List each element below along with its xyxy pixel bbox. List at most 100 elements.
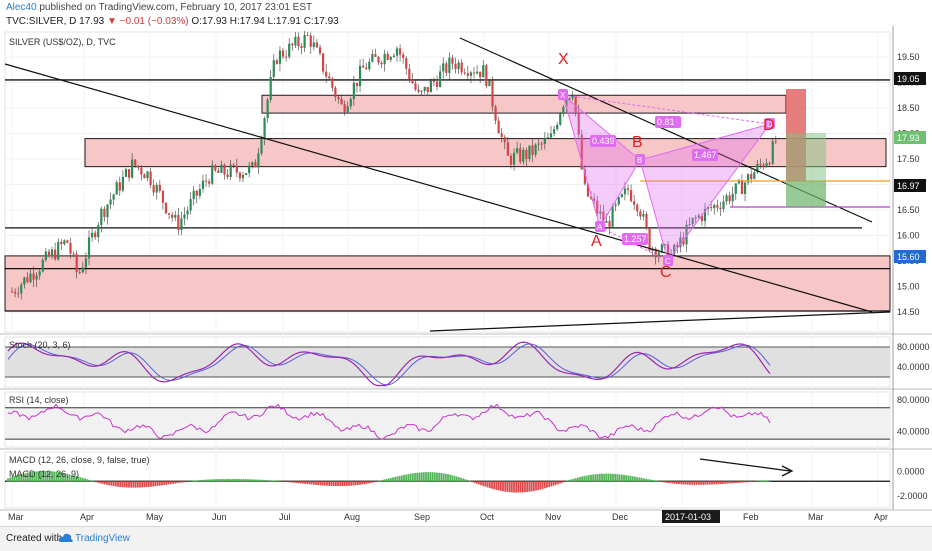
- candle-body: [546, 137, 550, 139]
- macd-histogram-bar: [229, 478, 232, 482]
- candle-body: [84, 258, 88, 268]
- macd-histogram-bar: [420, 472, 423, 482]
- candle-body: [423, 87, 426, 91]
- candle-body: [506, 142, 509, 156]
- macd-histogram-bar: [473, 481, 476, 483]
- candle-body: [737, 180, 740, 184]
- price-change: ▼ −0.01 (−0.03%): [106, 16, 189, 27]
- macd-histogram-bar: [112, 481, 115, 487]
- macd-histogram-bar: [18, 474, 20, 482]
- macd-histogram-bar: [218, 479, 221, 482]
- candle-body: [54, 249, 57, 260]
- date-tick-label: Oct: [480, 512, 495, 522]
- pattern-ratio-box: [655, 116, 681, 128]
- candle-body: [137, 165, 140, 168]
- pattern-point-label: C: [660, 264, 672, 281]
- candle-body: [611, 205, 614, 227]
- macd-histogram-bar: [253, 479, 256, 482]
- candle-body: [223, 164, 226, 175]
- macd-histogram-bar: [119, 481, 122, 487]
- candle-body: [445, 63, 448, 74]
- candle-body: [552, 129, 556, 134]
- price-axis-tag: [894, 179, 926, 192]
- macd-histogram-bar: [741, 481, 744, 483]
- macd-histogram-bar: [755, 481, 757, 482]
- macd-histogram-bar: [213, 479, 216, 482]
- macd-histogram-bar: [396, 476, 399, 482]
- candle-body: [408, 68, 411, 80]
- candle-body: [562, 107, 565, 114]
- macd-histogram-bar: [108, 481, 111, 486]
- macd-histogram-bar: [365, 481, 368, 484]
- candle-body: [654, 248, 657, 258]
- macd-histogram-bar: [693, 481, 696, 485]
- macd-histogram-bar: [315, 481, 317, 485]
- candle-body: [556, 124, 559, 130]
- candle-body: [198, 188, 201, 196]
- candle-body: [44, 251, 47, 260]
- candle-body: [759, 163, 762, 165]
- macd-histogram-bar: [251, 479, 254, 482]
- candle-body: [380, 62, 383, 65]
- macd-histogram-bar: [240, 479, 243, 482]
- candle-body: [161, 190, 165, 203]
- macd-histogram-bar: [684, 481, 687, 485]
- candle-body: [475, 71, 479, 74]
- macd-histogram-bar: [172, 481, 174, 484]
- candle-body: [124, 169, 128, 177]
- candle-body: [728, 195, 731, 202]
- macd-histogram-bar: [550, 481, 553, 487]
- macd-histogram-bar: [519, 481, 522, 493]
- candle-body: [402, 54, 405, 59]
- tradingview-link[interactable]: TradingView: [75, 533, 131, 544]
- macd-histogram-bar: [198, 480, 201, 482]
- macd-histogram-bar: [150, 481, 152, 487]
- author-link[interactable]: Alec40: [6, 2, 37, 13]
- macd-histogram-bar: [15, 475, 18, 482]
- candle-body: [303, 34, 306, 48]
- macd-histogram-bar: [451, 475, 454, 482]
- pattern-ac-line: [599, 226, 669, 262]
- candle-body: [512, 152, 516, 165]
- macd-histogram-bar: [495, 481, 498, 490]
- macd-histogram-bar: [768, 480, 771, 482]
- macd-histogram-bar: [295, 481, 298, 483]
- candle-body: [57, 241, 60, 260]
- candle-body: [479, 71, 482, 78]
- macd-histogram-bar: [455, 476, 458, 482]
- candle-body: [623, 188, 627, 195]
- macd-histogram-bar: [317, 481, 320, 486]
- macd-histogram-bar: [350, 481, 353, 486]
- macd-histogram-bar: [471, 481, 474, 483]
- macd-histogram-bar: [73, 475, 75, 482]
- macd-histogram-bar: [114, 481, 117, 487]
- candle-body: [574, 95, 577, 112]
- candle-body: [509, 155, 513, 165]
- macd-histogram-bar: [612, 473, 614, 482]
- macd-histogram-bar: [297, 481, 300, 484]
- macd-histogram-bar: [671, 481, 674, 484]
- macd-histogram-bar: [702, 481, 705, 485]
- macd-histogram-bar: [704, 481, 707, 485]
- macd-histogram-bar: [191, 480, 194, 482]
- macd-histogram-bar: [449, 474, 452, 482]
- macd-histogram-bar: [682, 481, 685, 485]
- macd-histogram-bar: [735, 481, 738, 484]
- macd-histogram-bar: [585, 475, 588, 482]
- pattern-point-marker: [558, 89, 568, 100]
- supply-demand-zone: [84, 138, 887, 168]
- macd-histogram-bar: [183, 481, 185, 483]
- candle-body: [226, 174, 229, 178]
- pane-frame-0: [4, 31, 891, 333]
- candle-body: [214, 165, 217, 171]
- candle-body: [549, 133, 553, 138]
- macd-histogram-bar: [64, 473, 67, 482]
- macd-histogram-bar: [752, 481, 755, 482]
- candle-body: [688, 224, 691, 226]
- macd-histogram-bar: [167, 481, 170, 485]
- candle-body: [497, 120, 500, 134]
- macd-histogram-bar: [9, 477, 12, 482]
- candle-body: [281, 50, 285, 57]
- macd-histogram-bar: [482, 481, 485, 486]
